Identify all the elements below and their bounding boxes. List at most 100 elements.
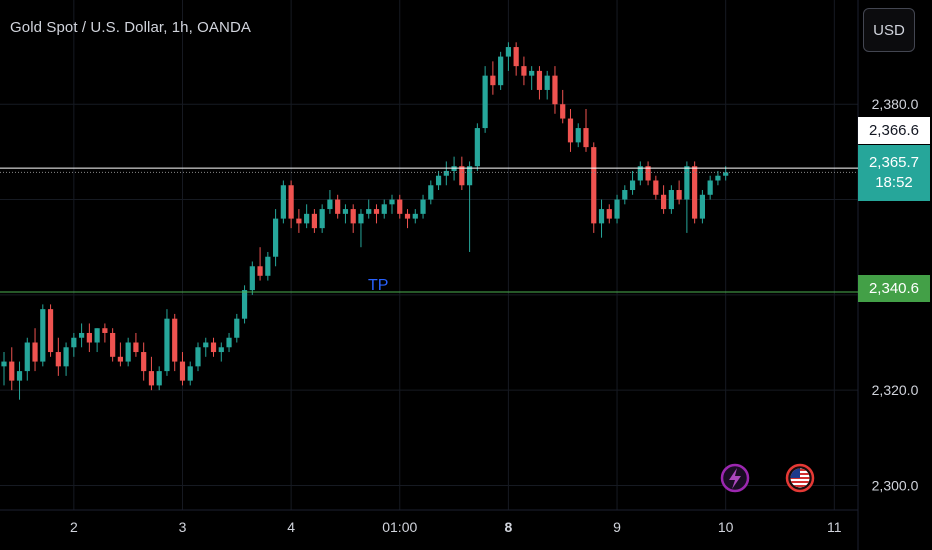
- candle: [692, 161, 698, 224]
- candle: [9, 347, 15, 391]
- last-price-tag: 2,365.7 18:52: [858, 145, 930, 201]
- candle: [148, 356, 155, 391]
- candle: [327, 190, 333, 214]
- candle: [583, 109, 589, 152]
- time-axis[interactable]: 2 3 4 01:00 8 9 10 11: [70, 519, 842, 535]
- candle: [373, 204, 380, 224]
- x-tick-label: 9: [613, 519, 621, 535]
- candle: [47, 304, 54, 357]
- candle: [195, 342, 201, 372]
- candle: [513, 42, 519, 76]
- y-tick-label: 2,300.0: [872, 477, 919, 493]
- x-tick-label: 10: [718, 519, 734, 535]
- currency-button[interactable]: USD: [863, 8, 915, 52]
- candle: [404, 209, 411, 229]
- candle: [412, 209, 418, 224]
- candle: [63, 342, 69, 376]
- candle: [296, 209, 302, 233]
- tp-label: TP: [368, 277, 388, 294]
- candle: [226, 332, 232, 353]
- candle: [125, 337, 131, 367]
- candle: [575, 123, 581, 148]
- candle: [482, 66, 488, 133]
- x-tick-label: 3: [179, 519, 187, 535]
- candle: [629, 170, 636, 195]
- candle: [614, 194, 620, 224]
- candle: [358, 209, 364, 248]
- candle: [102, 323, 108, 343]
- candle: [715, 170, 721, 186]
- lightning-event-icon[interactable]: [720, 463, 750, 493]
- candle: [94, 328, 100, 353]
- candle: [505, 42, 511, 71]
- candle: [249, 261, 255, 295]
- us-flag-event-icon[interactable]: [785, 463, 815, 493]
- candle: [567, 109, 574, 152]
- candle: [381, 199, 387, 219]
- candle: [32, 328, 38, 372]
- candle: [241, 285, 248, 324]
- candle: [443, 161, 449, 186]
- candle: [179, 352, 186, 386]
- candle: [529, 66, 535, 90]
- candle: [172, 313, 178, 372]
- tp-price-tag: 2,340.6: [858, 275, 930, 302]
- candle: [459, 156, 465, 191]
- candle: [668, 185, 674, 214]
- candle: [164, 309, 170, 376]
- candle: [55, 337, 61, 376]
- candle: [435, 170, 442, 191]
- candle: [141, 342, 147, 381]
- candle: [265, 251, 271, 281]
- candle: [366, 199, 372, 219]
- candle: [288, 180, 294, 229]
- candle: [653, 175, 659, 200]
- candle: [133, 332, 139, 357]
- candle: [684, 161, 690, 233]
- candle: [699, 190, 705, 224]
- candle: [397, 194, 403, 219]
- symbol-title: Gold Spot / U.S. Dollar, 1h, OANDA: [10, 19, 251, 36]
- candle: [210, 337, 217, 357]
- candle: [490, 61, 496, 95]
- candle: [622, 185, 628, 205]
- candle: [521, 56, 527, 86]
- candle: [498, 51, 504, 90]
- candle: [234, 313, 240, 343]
- candle: [203, 337, 209, 357]
- price-axis[interactable]: 2,380.0 2,320.0 2,300.0: [872, 96, 919, 493]
- candle: [1, 352, 7, 386]
- candle: [661, 185, 667, 214]
- candle: [676, 180, 682, 205]
- x-tick-label: 11: [827, 519, 842, 535]
- candle: [40, 304, 46, 367]
- candle: [350, 204, 356, 233]
- candle: [544, 70, 550, 100]
- bar-countdown: 18:52: [875, 174, 913, 191]
- white-line-price-tag: 2,366.6: [858, 117, 930, 144]
- candle: [591, 142, 597, 233]
- candle: [24, 337, 30, 381]
- y-tick-label: 2,380.0: [872, 96, 919, 112]
- candle: [552, 66, 558, 114]
- candle: [536, 66, 543, 100]
- x-tick-label: 4: [287, 519, 295, 535]
- candle: [420, 194, 426, 219]
- candle: [117, 342, 123, 367]
- x-tick-label: 01:00: [382, 519, 417, 535]
- candle: [187, 361, 193, 386]
- candle: [474, 123, 480, 171]
- candlesticks: [1, 42, 729, 400]
- candle: [16, 361, 23, 400]
- x-tick-label: 2: [70, 519, 78, 535]
- candle: [273, 209, 279, 267]
- candle: [467, 161, 473, 252]
- candle: [637, 161, 643, 186]
- candle: [311, 209, 317, 233]
- candle: [156, 366, 162, 391]
- candle: [218, 342, 224, 362]
- candle: [389, 194, 395, 214]
- candle: [304, 204, 310, 229]
- candle: [707, 175, 713, 200]
